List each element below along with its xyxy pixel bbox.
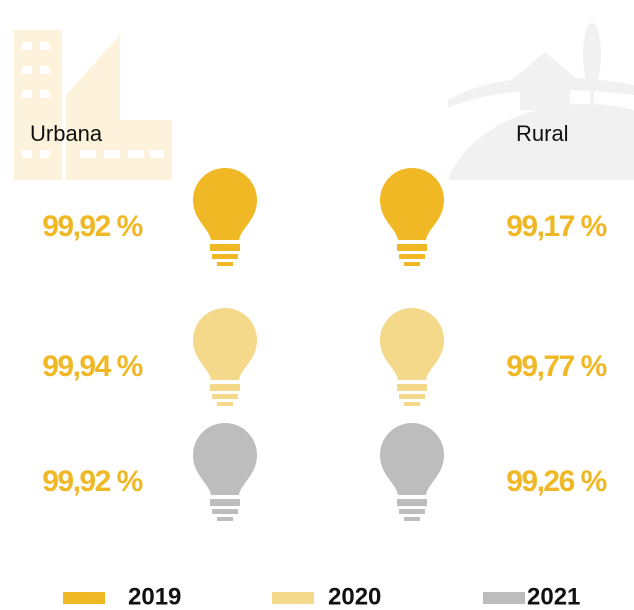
bulb-base — [212, 254, 238, 259]
bulb-base — [404, 262, 420, 266]
bulb-glass — [193, 423, 257, 495]
bulb-icon — [193, 423, 257, 521]
bulb-base — [397, 499, 427, 506]
value-label: 99,77 % — [506, 350, 606, 383]
legend-label: 2021 — [527, 583, 580, 610]
infographic: Urbana Rural 99,92 % 99,17 % 99,94 % 99,77 … — [0, 0, 634, 610]
bulb-base — [217, 262, 233, 266]
legend-swatch — [63, 592, 105, 604]
bulb-base — [397, 384, 427, 391]
bulb-base — [399, 509, 425, 514]
bulb-base — [399, 254, 425, 259]
legend-swatch — [272, 592, 314, 604]
bulb-icon — [380, 423, 444, 521]
bulb-base — [212, 394, 238, 399]
value-label: 99,26 % — [506, 465, 606, 498]
bulb-base — [212, 509, 238, 514]
bulb-icon — [380, 168, 444, 266]
bulb-base — [399, 394, 425, 399]
bulb-base — [210, 244, 240, 251]
legend-label: 2019 — [128, 583, 181, 610]
value-label: 99,94 % — [42, 350, 142, 383]
bulb-base — [210, 384, 240, 391]
bulb-base — [217, 402, 233, 406]
bulb-base — [404, 402, 420, 406]
value-label: 99,92 % — [42, 465, 142, 498]
bulb-icon — [193, 168, 257, 266]
bulb-glass — [380, 423, 444, 495]
bulb-glass — [380, 168, 444, 240]
bulb-glass — [380, 308, 444, 380]
column-label: Rural — [516, 121, 569, 146]
legend-label: 2020 — [328, 583, 381, 610]
bulb-base — [217, 517, 233, 521]
column-label: Urbana — [30, 121, 103, 146]
bulb-glass — [193, 168, 257, 240]
bulb-glass — [193, 308, 257, 380]
bulb-base — [210, 499, 240, 506]
rural-icon — [448, 23, 634, 180]
bulb-icon — [380, 308, 444, 406]
legend-swatch — [483, 592, 525, 604]
bulb-base — [397, 244, 427, 251]
bulb-icon — [193, 308, 257, 406]
value-label: 99,92 % — [42, 210, 142, 243]
value-label: 99,17 % — [506, 210, 606, 243]
bulb-base — [404, 517, 420, 521]
